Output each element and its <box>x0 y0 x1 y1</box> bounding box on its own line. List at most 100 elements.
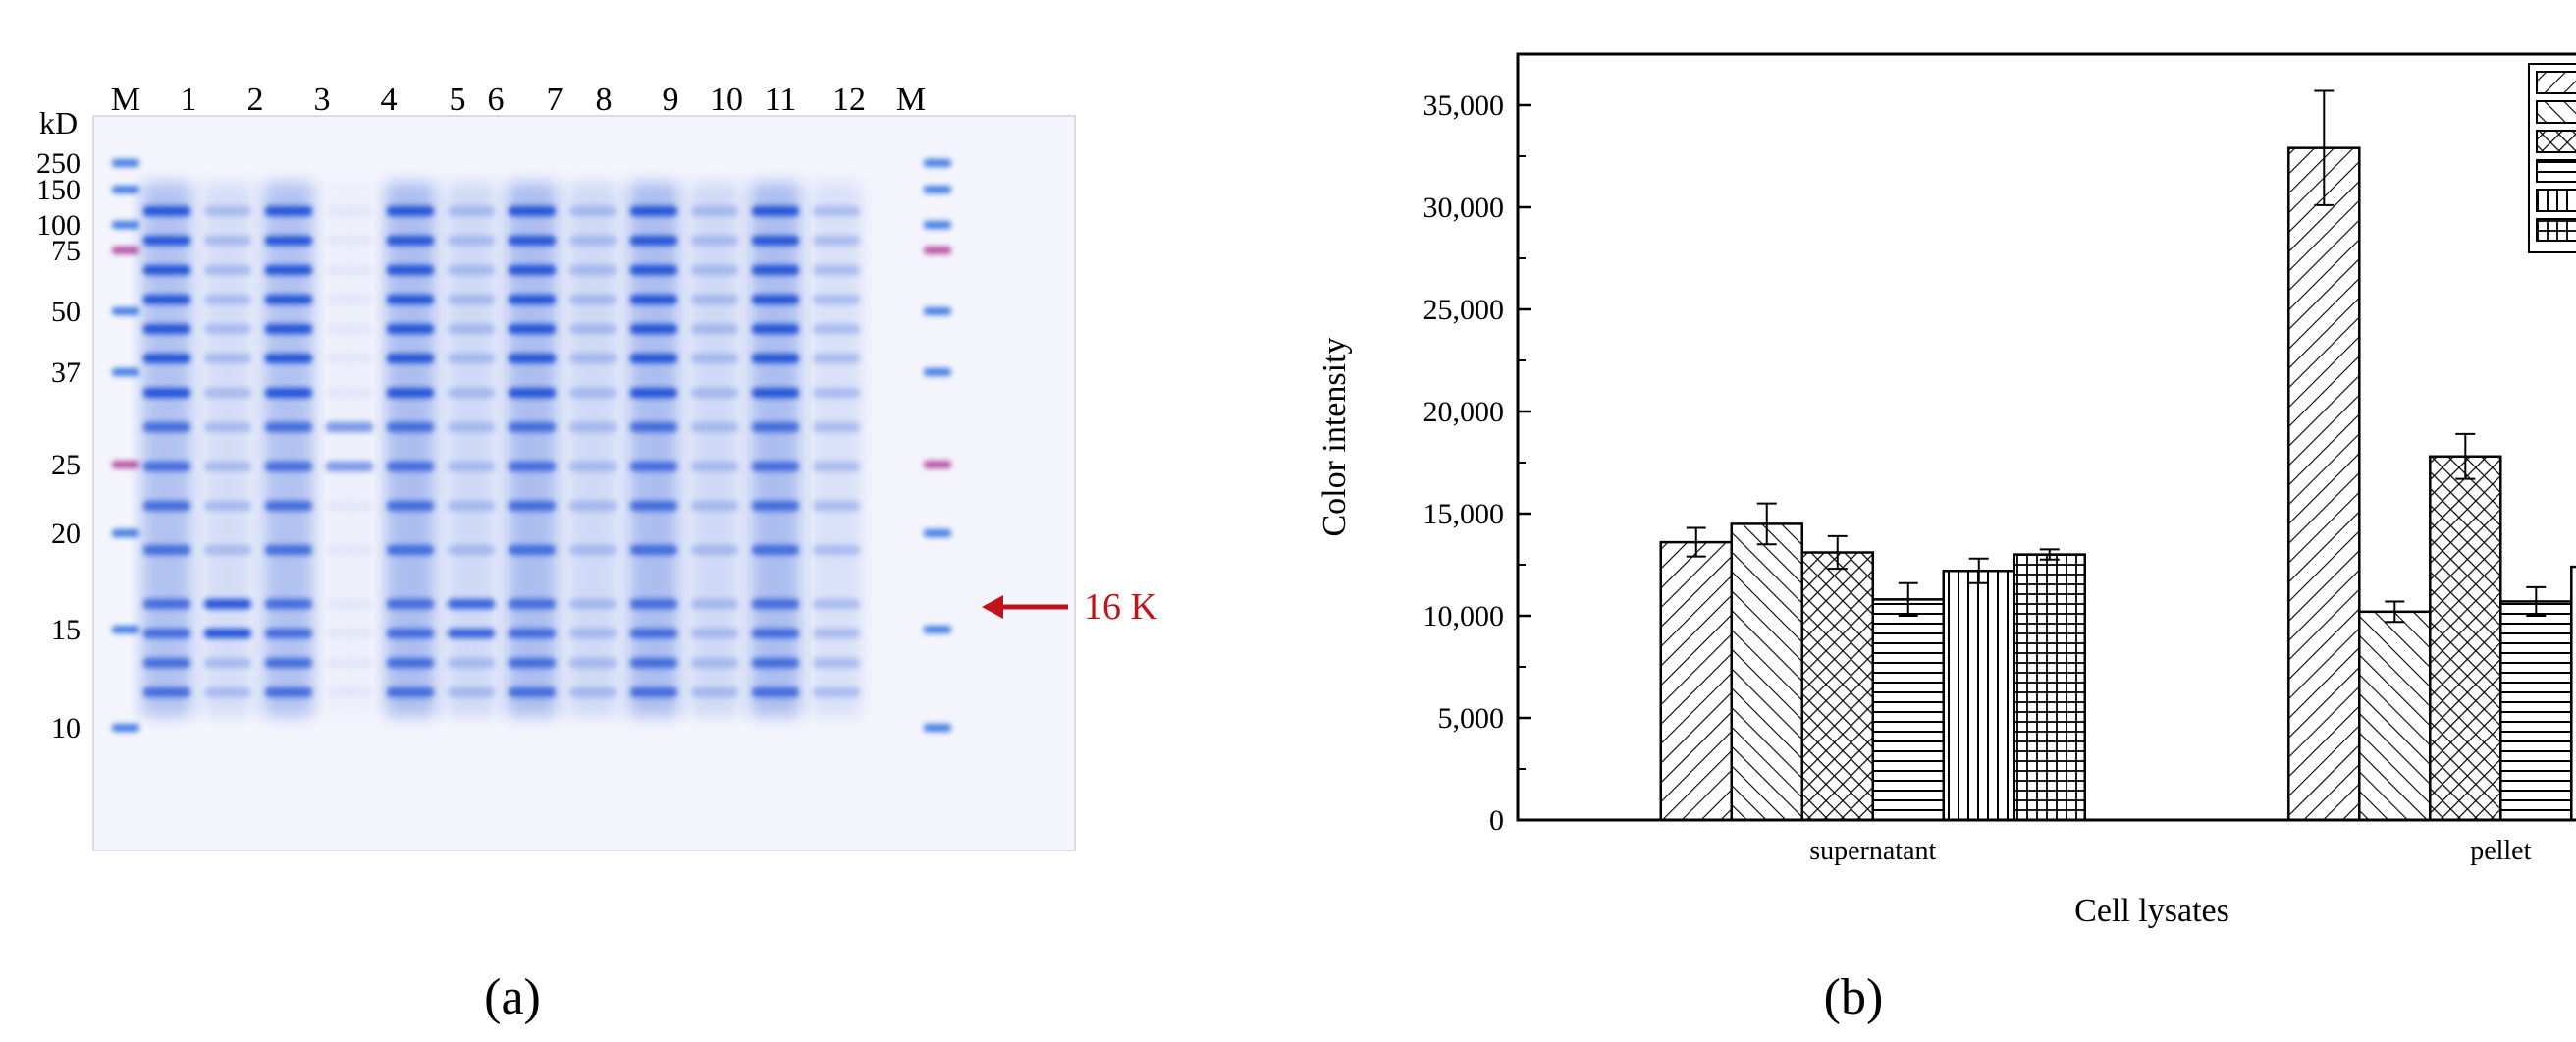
protein-band <box>448 206 495 216</box>
protein-band <box>387 354 434 363</box>
marker-band <box>924 221 951 229</box>
bar <box>1942 569 2016 822</box>
protein-band <box>813 658 860 668</box>
protein-band <box>387 658 434 668</box>
protein-band <box>630 658 677 668</box>
protein-band <box>326 388 373 398</box>
lane-label: 1 <box>181 82 197 118</box>
lane-label: M <box>111 82 140 118</box>
marker-band <box>112 186 139 193</box>
marker-band <box>112 461 139 468</box>
protein-band <box>509 599 556 609</box>
protein-band <box>265 687 312 697</box>
protein-band <box>752 206 799 216</box>
protein-band <box>326 206 373 216</box>
protein-band <box>143 422 190 432</box>
lane-labels: M 1 2 3 4 5 6 7 8 9 10 11 12 M <box>111 82 926 118</box>
lane-smear <box>628 182 679 717</box>
protein-band <box>448 324 495 334</box>
lane-smear <box>446 182 497 717</box>
protein-band <box>326 236 373 246</box>
lane-label: 7 <box>547 82 564 118</box>
protein-band <box>387 236 434 246</box>
lane-smear <box>141 182 192 717</box>
protein-band <box>813 354 860 363</box>
protein-band <box>204 265 251 275</box>
protein-band <box>691 236 738 246</box>
legend-swatch <box>2536 130 2576 153</box>
protein-band <box>813 236 860 246</box>
bars <box>1659 146 2576 822</box>
protein-band <box>387 422 434 432</box>
lane-smear <box>263 182 314 717</box>
protein-band <box>387 462 434 471</box>
lane-smear <box>750 182 801 717</box>
marker-band <box>924 724 951 732</box>
panel-b-label: (b) <box>1824 969 1884 1025</box>
protein-band <box>387 206 434 216</box>
marker-band <box>924 368 951 376</box>
lane-label: 2 <box>247 82 264 118</box>
error-bars <box>1686 89 2547 624</box>
protein-band <box>630 462 677 471</box>
protein-band <box>752 354 799 363</box>
protein-band <box>143 388 190 398</box>
marker-band <box>112 626 139 633</box>
lane-label: 9 <box>663 82 679 118</box>
protein-band <box>691 354 738 363</box>
protein-band <box>813 599 860 609</box>
bar <box>2287 146 2361 822</box>
protein-band <box>509 324 556 334</box>
marker-band <box>924 247 951 254</box>
lane-smear <box>689 182 740 717</box>
protein-band <box>509 206 556 216</box>
protein-band <box>326 629 373 638</box>
protein-band <box>569 324 617 334</box>
lane-label: 10 <box>710 82 743 118</box>
protein-band <box>509 545 556 555</box>
lane-label: 11 <box>765 82 797 118</box>
marker-size-label: 75 <box>51 235 80 267</box>
protein-band <box>204 236 251 246</box>
marker-size-label: 20 <box>51 518 80 550</box>
protein-band <box>265 545 312 555</box>
gel-figure: kD M 1 2 3 4 5 6 7 8 9 10 11 12 M 2501501007550372520… <box>36 82 1158 1025</box>
protein-band <box>630 206 677 216</box>
protein-band <box>630 629 677 638</box>
protein-band <box>265 501 312 511</box>
protein-band <box>265 206 312 216</box>
legend-swatch <box>2536 218 2576 242</box>
protein-band <box>265 265 312 275</box>
protein-band <box>204 687 251 697</box>
protein-band <box>569 462 617 471</box>
protein-band <box>630 501 677 511</box>
marker-size-label: 37 <box>51 356 80 389</box>
bar <box>2570 565 2576 822</box>
marker-size-label: 250 <box>36 147 80 180</box>
marker-band <box>112 368 139 376</box>
protein-band <box>143 629 190 638</box>
protein-band <box>326 462 373 471</box>
protein-band <box>204 354 251 363</box>
protein-band <box>143 687 190 697</box>
protein-band <box>569 629 617 638</box>
protein-band <box>448 501 495 511</box>
marker-band <box>924 186 951 193</box>
protein-band <box>143 658 190 668</box>
protein-band <box>691 265 738 275</box>
protein-band <box>448 658 495 668</box>
protein-band <box>569 206 617 216</box>
protein-band <box>204 462 251 471</box>
x-axis-label: Cell lysates <box>2074 893 2229 929</box>
protein-band <box>813 687 860 697</box>
protein-band <box>509 687 556 697</box>
protein-band <box>509 388 556 398</box>
protein-band <box>204 629 251 638</box>
protein-band <box>691 295 738 304</box>
protein-band <box>752 687 799 697</box>
protein-band <box>326 295 373 304</box>
protein-band <box>387 295 434 304</box>
protein-band <box>326 658 373 668</box>
plot-frame <box>1516 52 2576 822</box>
